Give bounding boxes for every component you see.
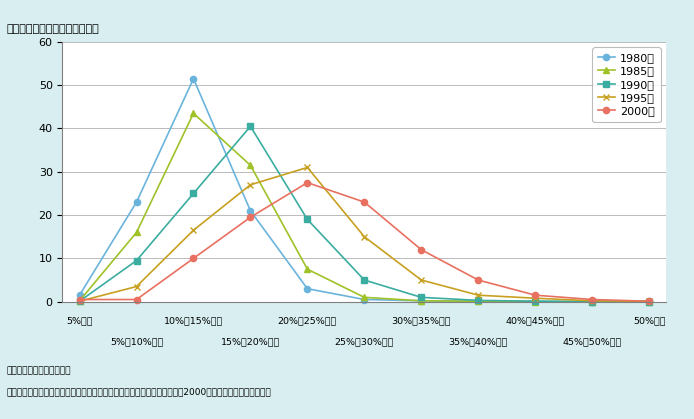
1995年 <box>474 292 482 297</box>
Text: 15%～20%未満: 15%～20%未満 <box>221 337 280 346</box>
1985年 <box>133 230 141 235</box>
2000年 <box>645 299 653 304</box>
1990年 <box>133 258 141 263</box>
1980年 <box>531 299 539 304</box>
1990年 <box>189 191 198 196</box>
Text: 40%～45%未満: 40%～45%未満 <box>506 316 565 325</box>
1985年 <box>531 299 539 304</box>
1990年 <box>360 277 369 282</box>
2000年 <box>531 292 539 297</box>
Text: 20%～25%未満: 20%～25%未満 <box>278 316 337 325</box>
Line: 1990年: 1990年 <box>76 123 652 305</box>
2000年 <box>588 297 596 302</box>
Text: 資料：総務省「国勢調査」: 資料：総務省「国勢調査」 <box>7 366 71 375</box>
2000年 <box>360 199 369 204</box>
1980年 <box>76 292 84 297</box>
1980年 <box>133 199 141 204</box>
Legend: 1980年, 1985年, 1990年, 1995年, 2000年: 1980年, 1985年, 1990年, 1995年, 2000年 <box>593 47 661 122</box>
1990年 <box>474 298 482 303</box>
1995年 <box>189 228 198 233</box>
2000年 <box>133 297 141 302</box>
1995年 <box>588 298 596 303</box>
1995年 <box>76 299 84 304</box>
1990年 <box>531 299 539 304</box>
Line: 1995年: 1995年 <box>76 164 652 304</box>
1995年 <box>645 299 653 304</box>
Text: 5%未満: 5%未満 <box>67 316 93 325</box>
Text: 25%～30%未満: 25%～30%未満 <box>335 337 394 346</box>
Line: 2000年: 2000年 <box>76 179 652 304</box>
1980年 <box>474 299 482 304</box>
1985年 <box>588 299 596 304</box>
Text: 50%以上: 50%以上 <box>633 316 666 325</box>
1985年 <box>360 295 369 300</box>
1980年 <box>645 299 653 304</box>
Text: 10%～15%未満: 10%～15%未満 <box>164 316 223 325</box>
1995年 <box>417 277 425 282</box>
1980年 <box>417 298 425 303</box>
1985年 <box>246 163 255 168</box>
1980年 <box>360 297 369 302</box>
2000年 <box>474 277 482 282</box>
1995年 <box>246 182 255 187</box>
2000年 <box>189 256 198 261</box>
1995年 <box>360 234 369 239</box>
1990年 <box>76 299 84 304</box>
1995年 <box>303 165 312 170</box>
Text: 35%～40%未満: 35%～40%未満 <box>448 337 508 346</box>
1985年 <box>189 111 198 116</box>
Text: 45%～50%未満: 45%～50%未満 <box>563 337 622 346</box>
1980年 <box>189 76 198 81</box>
1980年 <box>246 208 255 213</box>
2000年 <box>303 180 312 185</box>
1990年 <box>417 295 425 300</box>
Text: 5%～10%未満: 5%～10%未満 <box>110 337 163 346</box>
Text: 全市区町村に占める割合（％）: 全市区町村に占める割合（％） <box>7 23 100 34</box>
Text: 30%～35%未満: 30%～35%未満 <box>391 316 451 325</box>
Line: 1980年: 1980年 <box>76 75 652 305</box>
1990年 <box>303 217 312 222</box>
1985年 <box>417 298 425 303</box>
Text: （注）市区町村は各調査年当時のもので、区は東京特別区を指す。また、2000年の数値は三宅村を除く。: （注）市区町村は各調査年当時のもので、区は東京特別区を指す。また、2000年の数… <box>7 387 271 396</box>
1990年 <box>246 124 255 129</box>
1985年 <box>474 299 482 304</box>
1990年 <box>588 299 596 304</box>
1985年 <box>76 298 84 303</box>
1990年 <box>645 299 653 304</box>
2000年 <box>76 297 84 302</box>
1995年 <box>133 284 141 289</box>
1980年 <box>588 299 596 304</box>
1995年 <box>531 296 539 301</box>
2000年 <box>246 215 255 220</box>
1985年 <box>645 299 653 304</box>
1985年 <box>303 267 312 272</box>
1980年 <box>303 286 312 291</box>
2000年 <box>417 247 425 252</box>
Line: 1985年: 1985年 <box>76 110 652 305</box>
